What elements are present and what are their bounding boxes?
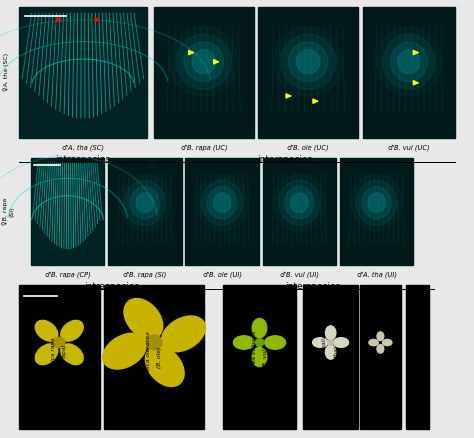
Ellipse shape: [233, 336, 254, 349]
Polygon shape: [273, 27, 343, 96]
Circle shape: [54, 337, 65, 348]
Text: interspecies: interspecies: [257, 155, 312, 164]
Polygon shape: [368, 193, 385, 212]
Ellipse shape: [146, 346, 184, 386]
Bar: [108, 158, 182, 265]
Ellipse shape: [383, 339, 392, 346]
Polygon shape: [279, 180, 320, 225]
Text: ♂A. tha (UI): ♂A. tha (UI): [357, 272, 397, 278]
Bar: [258, 7, 358, 138]
Ellipse shape: [313, 338, 328, 347]
Text: ♂B. rapa (UC): ♂B. rapa (UC): [181, 145, 227, 151]
Text: ♂B. rapa (CP): ♂B. rapa (CP): [45, 272, 91, 278]
Polygon shape: [288, 42, 328, 81]
Bar: [360, 285, 401, 429]
Polygon shape: [130, 187, 159, 219]
Polygon shape: [201, 180, 243, 225]
Text: ♀A. tha (SC): ♀A. tha (SC): [3, 53, 9, 92]
Polygon shape: [169, 27, 238, 96]
Text: (B. vul): (B. vul): [263, 346, 268, 367]
Bar: [19, 7, 147, 138]
Circle shape: [146, 335, 162, 350]
Circle shape: [255, 339, 264, 346]
Text: intraspecies: intraspecies: [84, 282, 139, 291]
Text: ♂A. tha (SC): ♂A. tha (SC): [62, 145, 104, 151]
Polygon shape: [196, 175, 248, 231]
Text: ♂B. vul (UC): ♂B. vul (UC): [388, 145, 430, 151]
Polygon shape: [136, 193, 154, 212]
Ellipse shape: [325, 345, 336, 359]
Polygon shape: [356, 180, 397, 225]
Ellipse shape: [61, 344, 83, 365]
Bar: [363, 7, 455, 138]
Text: ♂B. vul (UI): ♂B. vul (UI): [280, 272, 319, 278]
Ellipse shape: [377, 332, 384, 341]
Bar: [185, 158, 259, 265]
Ellipse shape: [377, 344, 384, 353]
Ellipse shape: [124, 299, 163, 339]
Text: intraspecies: intraspecies: [55, 155, 110, 164]
Bar: [223, 285, 296, 429]
Polygon shape: [291, 193, 308, 212]
Bar: [31, 158, 104, 265]
Text: Brassica oleracea: Brassica oleracea: [146, 331, 151, 383]
Ellipse shape: [252, 347, 267, 367]
Text: (B. rapa): (B. rapa): [63, 344, 67, 370]
Ellipse shape: [35, 320, 58, 341]
Text: ♂B. ole (UC): ♂B. ole (UC): [287, 145, 329, 151]
Circle shape: [328, 340, 333, 345]
Text: ♀B. rapa
(SI): ♀B. rapa (SI): [3, 198, 14, 225]
Bar: [154, 7, 254, 138]
Bar: [406, 285, 429, 429]
Ellipse shape: [264, 336, 285, 349]
Polygon shape: [273, 175, 325, 231]
Bar: [104, 285, 204, 429]
Ellipse shape: [252, 318, 267, 338]
Bar: [303, 285, 358, 429]
Ellipse shape: [162, 316, 205, 352]
Polygon shape: [362, 187, 391, 219]
Text: Brassica rapa: Brassica rapa: [51, 337, 56, 377]
Polygon shape: [285, 187, 314, 219]
Text: ♂B. ole (UI): ♂B. ole (UI): [203, 272, 242, 278]
Ellipse shape: [369, 339, 378, 346]
Polygon shape: [280, 34, 336, 89]
Ellipse shape: [103, 333, 146, 369]
Ellipse shape: [35, 344, 58, 365]
Polygon shape: [184, 42, 224, 81]
Ellipse shape: [333, 338, 348, 347]
Polygon shape: [213, 193, 231, 212]
Polygon shape: [383, 34, 435, 89]
Bar: [340, 158, 413, 265]
Text: (B. ole): (B. ole): [157, 346, 162, 367]
Text: Arabidopsis thaliana: Arabidopsis thaliana: [323, 327, 328, 387]
Ellipse shape: [61, 320, 83, 341]
Polygon shape: [119, 175, 171, 231]
Polygon shape: [398, 50, 420, 74]
Polygon shape: [124, 180, 165, 225]
Ellipse shape: [325, 326, 336, 340]
Bar: [19, 285, 100, 429]
Polygon shape: [351, 175, 402, 231]
Polygon shape: [176, 34, 232, 89]
Bar: [263, 158, 336, 265]
Text: (A. tha): (A. tha): [334, 346, 339, 368]
Text: Barbarea vulgaris: Barbarea vulgaris: [252, 331, 256, 383]
Polygon shape: [208, 187, 237, 219]
Polygon shape: [391, 42, 428, 81]
Polygon shape: [376, 27, 441, 96]
Polygon shape: [296, 50, 320, 74]
Polygon shape: [192, 50, 216, 74]
Text: interspecies: interspecies: [285, 282, 340, 291]
Text: ♂B. rapa (SI): ♂B. rapa (SI): [123, 272, 167, 278]
